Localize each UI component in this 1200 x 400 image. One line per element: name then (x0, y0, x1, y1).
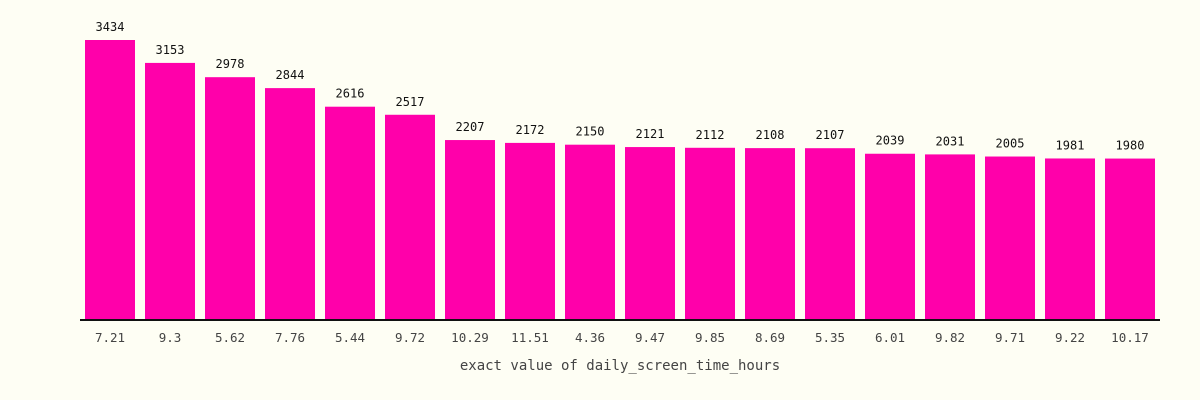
x-tick-label: 9.3 (159, 330, 182, 345)
bar-value-label: 2031 (936, 134, 965, 148)
bar-8.69 (745, 148, 795, 320)
bar-value-label: 1980 (1116, 139, 1145, 153)
bar-9.22 (1045, 158, 1095, 320)
bar-10.17 (1105, 158, 1155, 320)
bar-value-label: 2207 (456, 120, 485, 134)
x-axis-title: exact value of daily_screen_time_hours (460, 358, 780, 374)
bar-9.85 (685, 147, 735, 320)
x-tick-label: 8.69 (755, 330, 785, 345)
x-tick-label: 10.29 (451, 330, 489, 345)
bar-value-label: 2844 (276, 68, 305, 82)
bar-value-label: 2108 (756, 128, 785, 142)
bar-9.71 (985, 156, 1035, 320)
x-tick-label: 7.76 (275, 330, 305, 345)
x-tick-label: 9.72 (395, 330, 425, 345)
bar-11.51 (505, 142, 555, 320)
x-tick-label: 9.47 (635, 330, 665, 345)
x-tick-label: 9.85 (695, 330, 725, 345)
x-tick-label: 10.17 (1111, 330, 1149, 345)
bar-5.35 (805, 148, 855, 320)
bar-10.29 (445, 140, 495, 320)
bar-value-label: 2150 (576, 125, 605, 139)
data-labels-layer: 3434 3153 2978 2844 2616 2517 2207 2172 2150 2121… (96, 20, 1145, 153)
bar-value-label: 2978 (216, 57, 245, 71)
x-tick-label: 7.21 (95, 330, 125, 345)
bar-value-label: 2172 (516, 123, 545, 137)
bar-6.01 (865, 153, 915, 320)
bar-7.76 (265, 88, 315, 320)
bar-value-label: 2107 (816, 128, 845, 142)
x-tick-label: 9.71 (995, 330, 1025, 345)
bar-value-label: 3153 (156, 43, 185, 57)
bar-9.82 (925, 154, 975, 320)
bar-value-label: 2112 (696, 128, 725, 142)
bar-value-label: 2517 (396, 95, 425, 109)
bar-value-label: 3434 (96, 20, 125, 34)
bar-value-label: 2616 (336, 87, 365, 101)
bar-7.21 (85, 40, 135, 320)
x-tick-label: 5.62 (215, 330, 245, 345)
bar-9.47 (625, 147, 675, 320)
bar-value-label: 1981 (1056, 138, 1085, 152)
x-tick-label: 5.35 (815, 330, 845, 345)
bar-4.36 (565, 144, 615, 320)
bars-layer (85, 40, 1155, 321)
x-tick-labels-layer: 7.21 9.3 5.62 7.76 5.44 9.72 10.29 11.51 4.36 9.4… (95, 330, 1149, 345)
x-tick-label: 11.51 (511, 330, 549, 345)
x-tick-label: 9.82 (935, 330, 965, 345)
bar-5.44 (325, 106, 375, 320)
bar-5.62 (205, 77, 255, 321)
x-tick-label: 4.36 (575, 330, 605, 345)
x-tick-label: 6.01 (875, 330, 905, 345)
bar-value-label: 2005 (996, 137, 1025, 151)
x-tick-label: 5.44 (335, 330, 365, 345)
bar-9.3 (145, 62, 195, 320)
bar-9.72 (385, 114, 435, 321)
bar-value-label: 2039 (876, 134, 905, 148)
bar-value-label: 2121 (636, 127, 665, 141)
x-tick-label: 9.22 (1055, 330, 1085, 345)
